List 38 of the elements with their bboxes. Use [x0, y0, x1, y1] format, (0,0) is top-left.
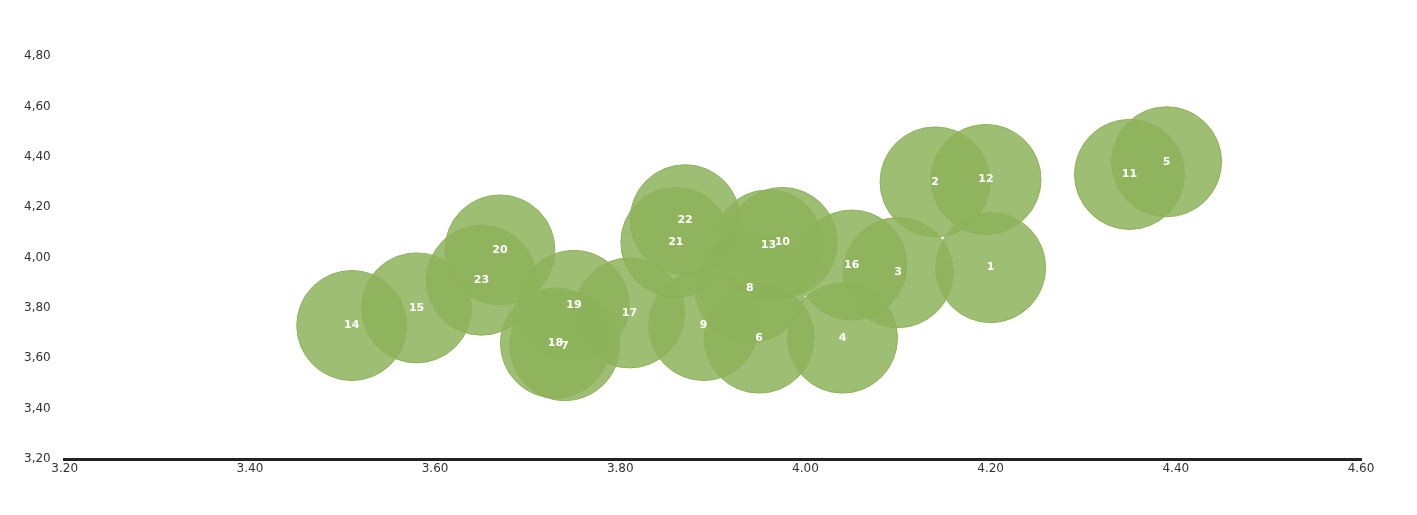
- annotation: 8: [746, 280, 754, 294]
- annotation: 16: [844, 257, 860, 271]
- annotation: 11: [1121, 167, 1138, 181]
- y-tick-label: 3,60: [24, 350, 51, 365]
- y-tick-label: 3,80: [24, 300, 51, 314]
- annotation: 20: [492, 242, 508, 256]
- x-tick-label: 3.60: [421, 461, 449, 476]
- annotation: 17: [621, 305, 638, 319]
- annotation: 5: [1162, 154, 1171, 168]
- x-tick-label: 4.00: [792, 461, 819, 476]
- annotation: 2: [931, 174, 939, 188]
- annotation: 15: [408, 300, 425, 314]
- annotation: 13: [760, 237, 777, 251]
- annotation: 10: [774, 235, 791, 249]
- y-tick-label: 4,40: [24, 148, 51, 163]
- x-tick-label: 4.40: [1162, 461, 1190, 476]
- annotation: 12: [978, 172, 994, 186]
- annotation: 19: [566, 298, 582, 312]
- annotation: 4: [838, 330, 847, 344]
- y-tick-label: 3,20: [24, 451, 51, 466]
- annotation: 9: [699, 318, 708, 332]
- annotation: 21: [668, 235, 684, 249]
- x-tick-label: 3.20: [51, 461, 79, 476]
- y-tick-label: 4,80: [24, 48, 51, 63]
- y-tick-label: 4,20: [24, 199, 51, 214]
- y-tick-label: 4,00: [24, 249, 51, 264]
- y-tick-label: 4,60: [24, 98, 51, 113]
- x-tick-label: 3.40: [236, 461, 264, 476]
- annotation: 22: [677, 212, 693, 226]
- annotation: 23: [473, 273, 490, 287]
- x-tick-label: 4.20: [977, 461, 1004, 476]
- y-tick-label: 3,40: [24, 400, 51, 415]
- x-tick-label: 3.80: [606, 461, 634, 476]
- annotation: 14: [344, 318, 360, 332]
- annotation: 1: [986, 260, 995, 274]
- x-tick-label: 4.60: [1347, 461, 1375, 476]
- annotation: 3: [894, 265, 902, 279]
- annotation: 6: [755, 330, 764, 344]
